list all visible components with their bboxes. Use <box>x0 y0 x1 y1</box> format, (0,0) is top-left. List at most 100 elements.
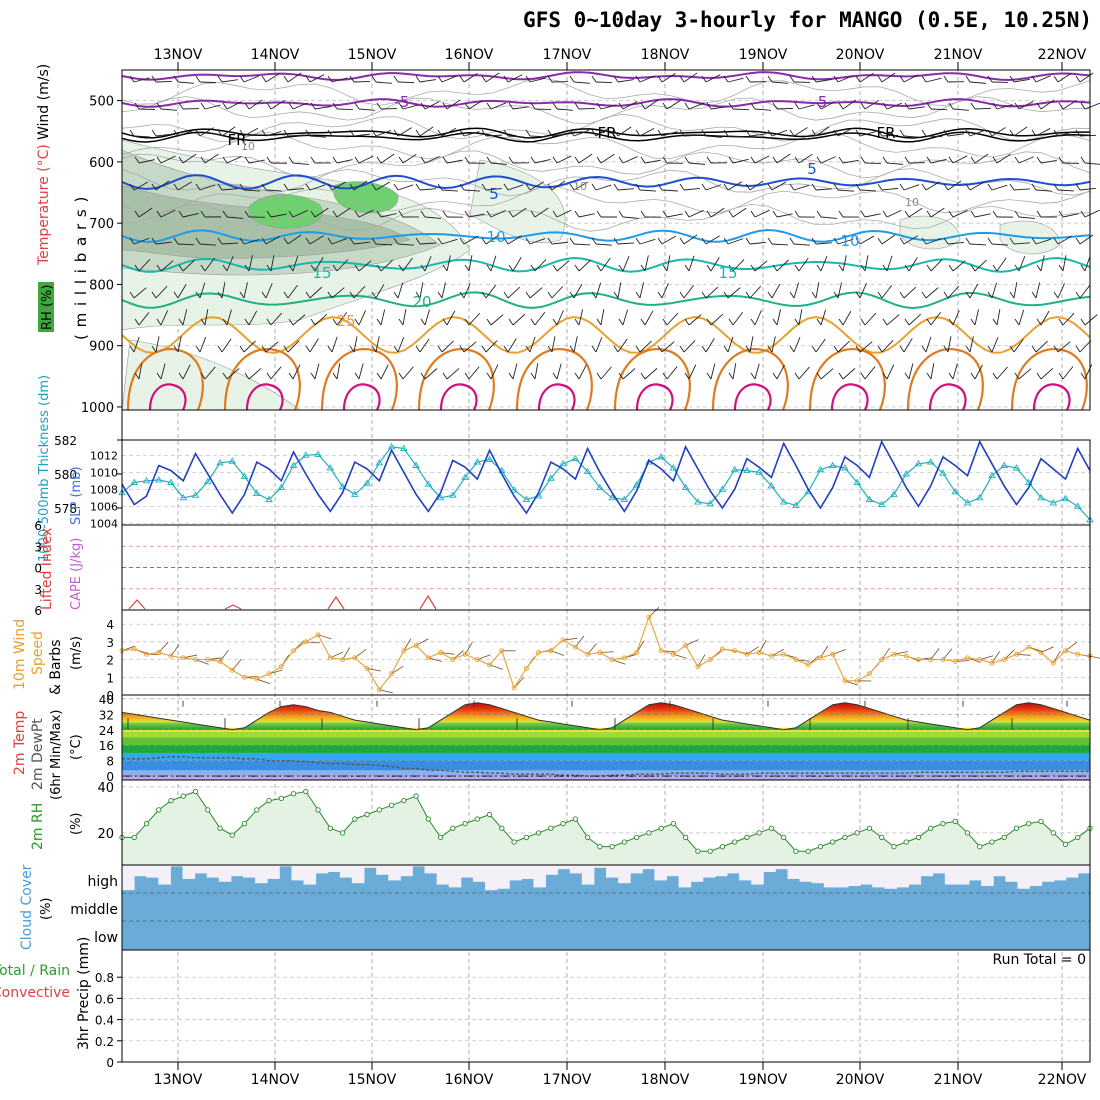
wind-barb-shaft <box>199 127 214 137</box>
wind-barb-shaft <box>776 107 794 110</box>
wind-barb-shaft <box>419 126 434 137</box>
wind-barb <box>1036 255 1045 272</box>
wind-barb-flag <box>591 129 597 137</box>
wind-barb <box>860 100 879 110</box>
wind-barb-shaft <box>930 108 948 111</box>
wind-barb <box>459 341 477 353</box>
temp-contour-35 <box>439 383 478 411</box>
wind-barb-shaft <box>749 336 754 353</box>
wind-barb <box>349 75 371 83</box>
temp-color-band <box>122 776 1090 780</box>
wind-barb <box>613 338 628 353</box>
wind-barb <box>310 207 329 218</box>
wind-barb <box>860 366 876 380</box>
cloud-high-gap <box>714 865 728 877</box>
wind-barb <box>635 75 655 83</box>
wind-barb <box>899 183 920 191</box>
wind-barb <box>948 363 958 380</box>
wind-barb <box>393 237 414 246</box>
wind-barb <box>569 336 578 353</box>
wind-barb <box>305 286 323 299</box>
rh-contour <box>121 77 1091 107</box>
wind-barb <box>349 129 370 137</box>
wind-barb-flag <box>217 129 223 137</box>
cloud-high-gap <box>243 865 256 878</box>
wind-barb-shaft <box>595 336 603 353</box>
wind-barb-shaft <box>397 243 414 246</box>
wind-barb-flag <box>283 129 289 137</box>
wind-barb-flag <box>591 345 597 353</box>
wind-barb-flag <box>1075 129 1081 137</box>
wind-barb-shaft <box>177 181 193 191</box>
wind-barb <box>459 73 478 83</box>
wind-barb-flag <box>970 318 976 326</box>
wind-barb <box>794 257 809 272</box>
wind-speed-point <box>965 655 970 661</box>
wind-barb-flag <box>503 75 509 83</box>
wind-barb <box>992 366 1008 380</box>
wind-barb-flag <box>679 129 685 137</box>
wind-barb-shaft <box>1079 134 1097 137</box>
slp-point <box>142 476 151 484</box>
wind-barb-shaft <box>820 216 837 219</box>
wind-speed-point <box>903 653 909 659</box>
wind-barb-shaft <box>380 309 386 326</box>
wind-barb-flag <box>662 264 668 272</box>
wind-barb-flag <box>1058 318 1064 326</box>
wind-speed-point <box>1026 644 1032 650</box>
wind-barb-shaft <box>617 126 632 137</box>
wind-barb-shaft <box>644 368 658 380</box>
wind-barb-flag <box>393 345 399 353</box>
wind-barb-shaft <box>1035 128 1051 137</box>
wind-barb-shaft <box>534 363 539 380</box>
wind-barb-shaft <box>353 241 370 245</box>
wind-barb <box>217 237 238 245</box>
wind-barb-shaft <box>248 310 258 326</box>
wind-barb-flag <box>838 102 844 110</box>
wind-barb-shaft <box>1018 309 1025 326</box>
wind-barb <box>1080 209 1100 218</box>
wind-barb-flag <box>657 75 663 83</box>
wind-barb-shaft <box>551 336 556 353</box>
wind-barb <box>904 156 926 164</box>
wind-barb <box>486 102 506 110</box>
wind-barb-flag <box>310 156 316 164</box>
temp-contour-30 <box>906 348 984 411</box>
wind-barb-shaft <box>1057 131 1074 137</box>
wind-barb-shaft <box>485 72 500 83</box>
wind-barb-flag <box>151 183 157 191</box>
wind-barb-flag <box>398 318 404 326</box>
wind-barb-flag <box>706 210 712 218</box>
wind-barb <box>640 99 659 110</box>
wind-barb-shaft <box>622 256 630 272</box>
wind-barb-flag <box>420 102 426 110</box>
wind-barb-flag <box>420 156 426 164</box>
wind-barb <box>569 283 583 299</box>
cloud-high-gap <box>460 865 474 878</box>
temp-color-band <box>122 737 1090 746</box>
wind-barb-flag <box>767 183 773 191</box>
wind-barb-flag <box>376 156 382 164</box>
wind-barb-shaft <box>776 364 785 380</box>
cloud-high-gap <box>509 865 522 881</box>
wind-barb-shaft <box>771 81 788 84</box>
wind-barb <box>393 183 414 191</box>
wind-barb-flag <box>811 345 817 353</box>
temp-color-band <box>122 760 1090 771</box>
wind-barb-flag <box>508 318 514 326</box>
wind-barb-shaft <box>969 129 986 137</box>
wind-barb-shaft <box>903 184 920 191</box>
rh-point <box>915 834 922 841</box>
wind-barb-flag <box>899 75 905 83</box>
wind-barb-shaft <box>622 309 629 326</box>
wind-barb-flag <box>1053 129 1059 137</box>
wind-barb <box>596 309 605 326</box>
wind-barb <box>547 75 569 83</box>
date-label-top: 21NOV <box>934 47 983 63</box>
wind-barb-flag <box>706 372 712 380</box>
wind-barb-flag <box>217 291 223 299</box>
wind-barb-shaft <box>507 184 524 191</box>
wind-barb-flag <box>1036 102 1042 110</box>
contour-label: 10 <box>905 196 919 209</box>
cloud-high-gap <box>896 865 909 888</box>
